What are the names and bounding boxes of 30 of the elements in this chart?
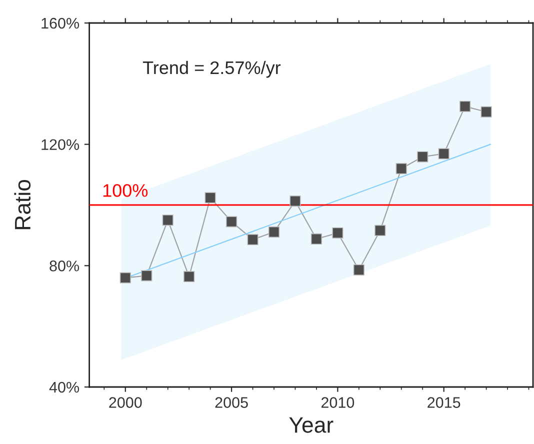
point — [396, 163, 407, 174]
point — [226, 216, 238, 228]
point — [290, 195, 301, 207]
point — [310, 233, 322, 245]
y-tick-label: 120% — [42, 139, 80, 150]
point — [417, 151, 428, 162]
x-tick-label: 2010 — [321, 397, 354, 408]
ref-line-label: 100% — [103, 184, 148, 197]
y-axis-title: Ratio — [14, 180, 31, 230]
x-tick-label: 2000 — [109, 397, 142, 408]
y-tick-label: 80% — [50, 260, 80, 272]
x-tick-label: 2015 — [428, 397, 460, 408]
point — [374, 224, 386, 236]
point — [120, 272, 131, 284]
point — [438, 148, 450, 160]
point — [162, 214, 174, 226]
point — [204, 192, 216, 204]
x-axis-title: Year — [289, 417, 334, 433]
point — [247, 234, 258, 246]
y-tick-label: 160% — [42, 18, 80, 29]
x-tick-label: 2005 — [215, 397, 248, 408]
point — [480, 106, 492, 118]
annotation: Trend = 2.57%/yr — [142, 60, 281, 78]
point — [459, 100, 471, 112]
y-tick-label: 40% — [49, 382, 80, 393]
point — [268, 226, 280, 238]
point — [353, 264, 364, 276]
point — [184, 271, 195, 282]
point — [332, 227, 344, 238]
point — [141, 270, 152, 282]
